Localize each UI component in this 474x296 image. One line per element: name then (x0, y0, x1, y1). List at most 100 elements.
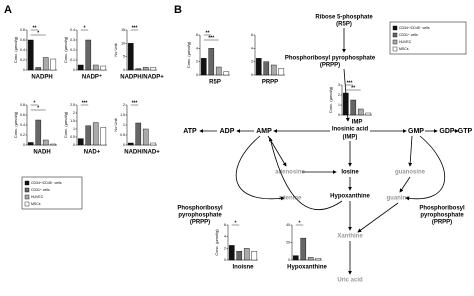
node: adenine (279, 196, 302, 202)
arrow (405, 135, 445, 201)
sig-label: ** (33, 25, 37, 31)
y-tick-label: 0.5 (70, 135, 75, 139)
sig-label: *** (132, 25, 138, 31)
legend-label: CD31⁺ cells (31, 188, 50, 192)
node: Phosphoribosyl (177, 206, 223, 212)
bar (92, 64, 99, 71)
bar (42, 57, 49, 71)
node: Iosine (341, 170, 359, 176)
y-axis-label: Conc. (μmol/g) (328, 86, 333, 113)
y-tick-label: 0.2 (20, 133, 25, 137)
y-tick-label: 0 (23, 143, 25, 147)
chart-title: PRPP (262, 80, 278, 86)
node: pyrophosphate (178, 213, 222, 219)
bar (100, 127, 107, 146)
sig-label: ** (206, 30, 210, 36)
node: Ribose 5-phosphate (315, 15, 373, 21)
bar (236, 251, 243, 261)
sig-label: *** (208, 35, 214, 41)
node: pyrophosphate (420, 213, 464, 219)
node: Uric acid (337, 278, 363, 284)
bar (35, 119, 42, 146)
bar (135, 122, 142, 146)
panel-label: A (4, 4, 12, 16)
legend-swatch (24, 187, 30, 193)
y-tick-label: 0 (196, 73, 198, 77)
node: ATP (183, 128, 197, 135)
bar (35, 67, 42, 71)
arrow (408, 135, 413, 167)
bar (92, 122, 99, 146)
node: Phosphoribosyl pyrophosphate (285, 56, 376, 62)
y-tick-label: 0 (251, 73, 253, 77)
y-axis-label: No Unit (113, 42, 118, 56)
bar (85, 125, 92, 146)
y-tick-label: 1.5 (70, 119, 75, 123)
node: adenosine (275, 170, 305, 176)
y-tick-label: 2 (338, 93, 340, 97)
bar (42, 139, 49, 146)
bar (342, 92, 349, 116)
bar (135, 68, 142, 71)
node: (PRPP) (320, 63, 340, 69)
y-tick-label: 0.1 (70, 58, 75, 62)
node: guanosine (395, 170, 426, 176)
legend-swatch (392, 25, 398, 31)
y-tick-label: 0.4 (20, 48, 25, 52)
y-tick-label: 1 (338, 103, 340, 107)
sig-label: * (37, 105, 39, 111)
arrow (357, 202, 399, 233)
legend-box (389, 21, 467, 55)
node: (IMP) (343, 135, 358, 141)
legend-box (21, 176, 83, 210)
node: (R5P) (336, 22, 352, 28)
y-tick-label: 2 (251, 60, 253, 64)
bar (255, 58, 262, 76)
chart-title: R5P (209, 80, 221, 86)
y-tick-label: 0.6 (20, 113, 25, 117)
bar (27, 142, 34, 146)
node: Phosphoribosyl (419, 206, 465, 212)
legend-swatch (392, 39, 398, 45)
node: (PRPP) (190, 220, 210, 226)
y-tick-label: 0 (123, 143, 125, 147)
y-tick-label: 0 (338, 113, 340, 117)
y-tick-label: 1 (123, 123, 125, 127)
node: Xanthine (337, 234, 363, 240)
bar (300, 237, 307, 261)
legend-swatch (24, 180, 30, 186)
sig-label: * (37, 30, 39, 36)
y-tick-label: 0.5 (120, 133, 125, 137)
chart-title: NADPH/NADP+ (120, 75, 164, 81)
bar (77, 64, 84, 71)
chart-title: NAD+ (84, 150, 101, 156)
y-tick-label: 1.5 (120, 113, 125, 117)
y-tick-label: 2.5 (70, 103, 75, 107)
panel-label: B (174, 4, 182, 16)
node: GMP (408, 128, 424, 135)
node: (PRPP) (432, 220, 452, 226)
y-tick-label: 10 (121, 41, 125, 45)
bar (208, 48, 215, 76)
y-axis-label: Conc. (μmol/g) (214, 229, 219, 256)
chart-title: NADH/NAD+ (124, 150, 160, 156)
y-tick-label: 1 (73, 127, 75, 131)
bar (142, 128, 149, 146)
sig-label: *** (347, 80, 353, 86)
y-tick-label: 3 (338, 83, 340, 87)
bar (350, 99, 357, 116)
sig-label: ** (351, 85, 355, 91)
bar (292, 255, 299, 261)
bar (243, 248, 250, 261)
bar (251, 251, 258, 261)
legend-label: MSCs (399, 47, 409, 51)
bar (357, 108, 364, 116)
y-tick-label: 20 (286, 240, 290, 244)
sig-label: * (299, 220, 301, 226)
chart-title: Hypoxanthine (287, 265, 327, 271)
y-tick-label: 40 (286, 223, 290, 227)
bar (223, 71, 230, 76)
legend-swatch (24, 201, 30, 207)
y-tick-label: 6 (251, 33, 253, 37)
node: ADP (220, 128, 235, 135)
